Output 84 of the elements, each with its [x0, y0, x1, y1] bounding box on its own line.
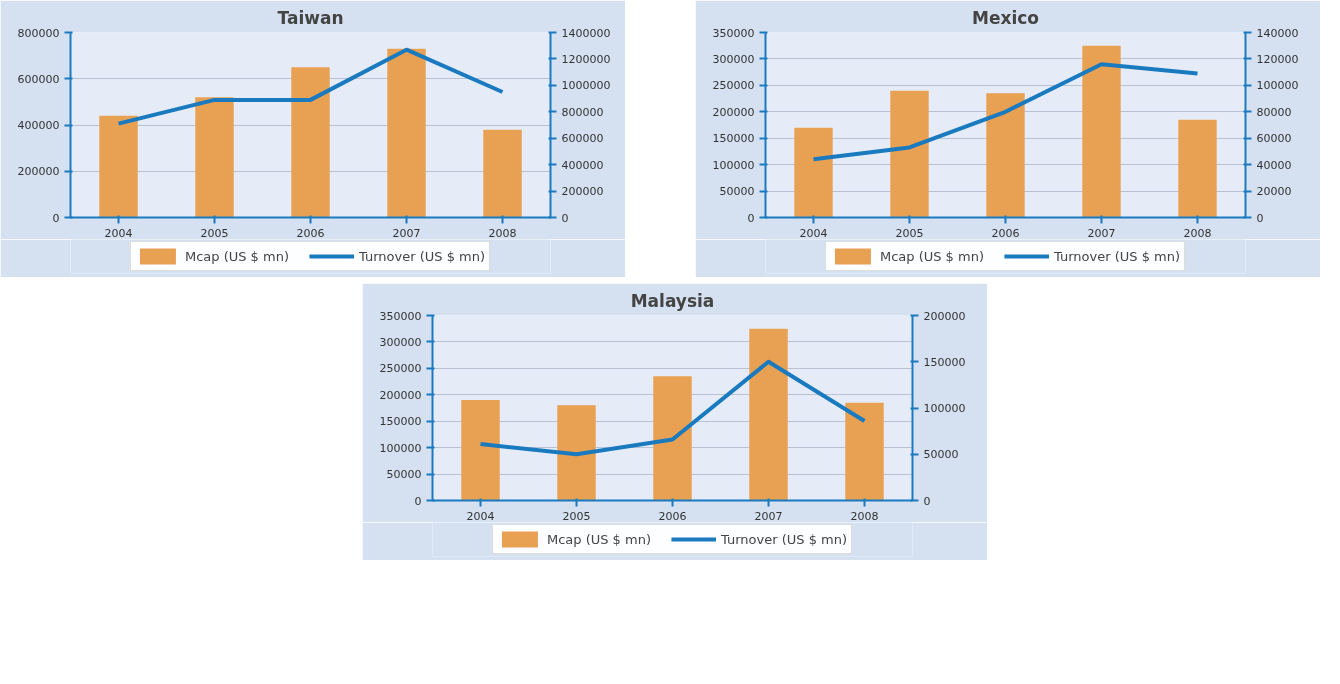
- y-tick-label: 150000: [712, 132, 755, 146]
- line-series: [478, 359, 867, 457]
- bar: [1178, 119, 1217, 218]
- x-tick-label: 2007: [754, 509, 783, 523]
- y-tick-label: 200000: [379, 388, 422, 402]
- y-tick-label: 50000: [719, 185, 755, 199]
- y-tick-label: 0: [414, 494, 422, 508]
- bar: [794, 127, 833, 218]
- x-tick-label: 2004: [799, 226, 828, 240]
- x-tick-label: 2006: [296, 226, 325, 240]
- y2-tick-label: 60000: [1256, 132, 1292, 146]
- y2-tick-label: 100000: [1256, 79, 1299, 93]
- y-tick-label: 250000: [712, 79, 755, 93]
- y2-tick-label: 50000: [923, 448, 959, 462]
- y2-tick-label: 80000: [1256, 105, 1292, 119]
- bar: [749, 328, 788, 501]
- line-series: [116, 47, 505, 126]
- y2-tick-label: 150000: [923, 355, 966, 369]
- y2-tick-label: 200000: [923, 309, 966, 323]
- y2-tick-label: 1400000: [561, 26, 611, 40]
- y-tick-label: 100000: [379, 441, 422, 455]
- bar: [653, 376, 692, 501]
- y-tick-label: 200000: [712, 105, 755, 119]
- bar: [461, 400, 500, 501]
- chart-title: Malaysia: [630, 290, 715, 311]
- x-tick-label: 2007: [392, 226, 421, 240]
- x-tick-label: 2005: [200, 226, 229, 240]
- bar: [99, 115, 138, 218]
- y-tick-label: 800000: [17, 26, 60, 40]
- y-tick-label: 400000: [17, 119, 60, 132]
- bar: [195, 97, 234, 218]
- y2-tick-label: 0: [923, 494, 931, 508]
- chart-title: Taiwan: [277, 7, 344, 28]
- y2-tick-label: 140000: [1256, 26, 1299, 40]
- bar: [291, 67, 330, 218]
- y2-tick-label: 400000: [561, 158, 604, 172]
- x-tick-label: 2007: [1087, 226, 1116, 240]
- y2-tick-label: 800000: [561, 105, 604, 119]
- legend-label: Mcap (US $ mn): [546, 531, 652, 547]
- x-tick-label: 2008: [488, 226, 517, 240]
- chart-title: Mexico: [972, 7, 1039, 28]
- y2-tick-label: 40000: [1256, 158, 1292, 172]
- y-tick-label: 600000: [17, 72, 60, 86]
- bar: [483, 129, 522, 218]
- y-tick-label: 200000: [17, 165, 60, 179]
- y-tick-label: 300000: [379, 335, 422, 349]
- x-tick-label: 2004: [466, 509, 495, 523]
- legend-label: Mcap (US $ mn): [184, 248, 290, 264]
- legend-label: Turnover (US $ mn): [721, 531, 848, 547]
- x-tick-label: 2006: [658, 509, 687, 523]
- y-tick-label: 50000: [386, 468, 422, 482]
- y2-tick-label: 0: [561, 211, 569, 225]
- y-tick-label: 250000: [379, 362, 422, 376]
- legend-label: Turnover (US $ mn): [359, 248, 486, 264]
- line-series: [811, 62, 1200, 162]
- x-tick-label: 2004: [104, 226, 133, 240]
- y2-tick-label: 120000: [1256, 52, 1299, 66]
- x-tick-label: 2008: [1183, 226, 1212, 240]
- y-tick-label: 0: [52, 211, 60, 225]
- y2-tick-label: 200000: [561, 185, 604, 199]
- x-tick-label: 2005: [562, 509, 591, 523]
- bar: [845, 402, 884, 501]
- y2-tick-label: 1200000: [561, 52, 611, 66]
- y-tick-label: 150000: [379, 415, 422, 429]
- x-tick-label: 2008: [850, 509, 879, 523]
- y2-tick-label: 1000000: [561, 79, 611, 93]
- y-tick-label: 300000: [712, 52, 755, 66]
- legend-label: Turnover (US $ mn): [1054, 248, 1181, 264]
- x-tick-label: 2006: [991, 226, 1020, 240]
- y-tick-label: 0: [747, 211, 755, 225]
- bar: [1082, 45, 1121, 218]
- x-tick-label: 2005: [895, 226, 924, 240]
- bar: [986, 93, 1025, 218]
- y2-tick-label: 0: [1256, 211, 1264, 225]
- bar: [387, 48, 426, 218]
- y-tick-label: 350000: [379, 309, 422, 323]
- y-tick-label: 350000: [712, 26, 755, 40]
- y2-tick-label: 20000: [1256, 185, 1292, 199]
- legend-label: Mcap (US $ mn): [879, 248, 985, 264]
- y2-tick-label: 600000: [561, 132, 604, 146]
- bar: [890, 90, 929, 218]
- y-tick-label: 100000: [712, 158, 755, 172]
- y2-tick-label: 100000: [923, 402, 966, 415]
- bar: [557, 405, 596, 501]
